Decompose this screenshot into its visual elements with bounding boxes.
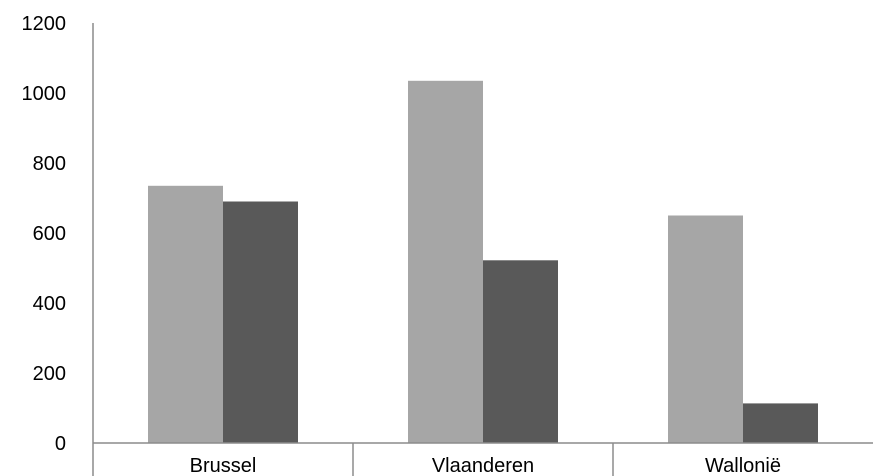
bars-layer xyxy=(148,80,818,444)
y-tick-label: 600 xyxy=(33,223,66,245)
x-category-label: Brussel xyxy=(190,455,257,476)
y-tick-label: 0 xyxy=(55,433,66,455)
y-tick-label: 1000 xyxy=(22,83,67,105)
bar-walloni-series-2 xyxy=(743,403,818,443)
bar-vlaanderen-series-1 xyxy=(408,80,483,444)
y-tick-label: 800 xyxy=(33,153,66,175)
bar-vlaanderen-series-2 xyxy=(483,260,558,443)
bar-brussel-series-2 xyxy=(223,201,298,443)
x-category-label: Wallonië xyxy=(705,455,781,476)
bar-brussel-series-1 xyxy=(148,185,223,444)
labels-layer: 0 200 400 600 800 1000 1200 Brussel Vlaanderen Wa… xyxy=(22,13,781,476)
y-tick-label: 200 xyxy=(33,363,66,385)
y-tick-label: 1200 xyxy=(22,13,67,35)
y-tick-label: 400 xyxy=(33,293,66,315)
x-category-label: Vlaanderen xyxy=(432,455,534,476)
axes-layer xyxy=(92,23,873,476)
bar-walloni-series-1 xyxy=(668,215,743,443)
